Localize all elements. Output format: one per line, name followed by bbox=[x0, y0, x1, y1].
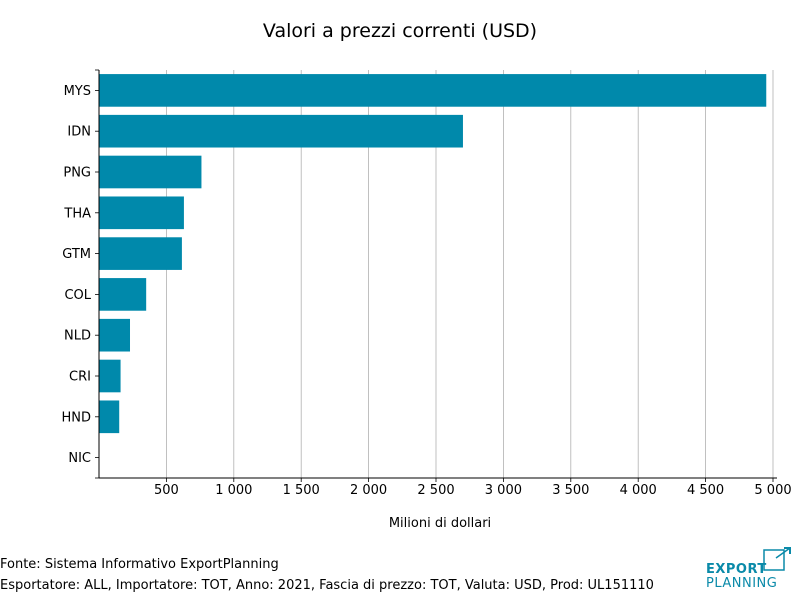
footer-source: Fonte: Sistema Informativo ExportPlannin… bbox=[0, 557, 279, 572]
x-axis-label: Milioni di dollari bbox=[388, 516, 492, 531]
x-tick-label: 2 500 bbox=[417, 483, 454, 498]
chart-title: Valori a prezzi correnti (USD) bbox=[262, 20, 538, 42]
y-tick-label: PNG bbox=[63, 166, 91, 181]
x-tick-label: 4 000 bbox=[620, 483, 657, 498]
x-tick-label: 4 500 bbox=[687, 483, 724, 498]
bar-idn bbox=[99, 114, 463, 148]
y-tick-label: GTM bbox=[62, 247, 91, 262]
y-tick-label: IDN bbox=[67, 125, 91, 140]
bars bbox=[99, 74, 767, 434]
footer-details: Esportatore: ALL, Importatore: TOT, Anno… bbox=[0, 578, 654, 593]
bar-gtm bbox=[99, 237, 182, 270]
x-tick-label: 3 000 bbox=[485, 483, 522, 498]
x-tick-label: 1 500 bbox=[283, 483, 320, 498]
y-tick-label: HND bbox=[61, 410, 91, 425]
exportplanning-logo: EXPORT PLANNING bbox=[704, 544, 796, 594]
logo-text-export: EXPORT bbox=[706, 562, 767, 577]
x-tick-label: 500 bbox=[154, 483, 179, 498]
bar-mys bbox=[99, 74, 767, 107]
x-tick-label: 2 000 bbox=[350, 483, 387, 498]
y-tick-label: NLD bbox=[64, 329, 91, 344]
bar-tha bbox=[99, 196, 184, 230]
y-tick-label: THA bbox=[63, 206, 91, 221]
logo-mark-icon bbox=[763, 547, 791, 571]
bar-hnd bbox=[99, 400, 120, 434]
x-tick-label: 5 000 bbox=[754, 483, 791, 498]
bar-png bbox=[99, 155, 202, 189]
y-tick-label: CRI bbox=[69, 370, 91, 385]
bar-nld bbox=[99, 318, 131, 352]
y-tick-label: MYS bbox=[64, 84, 91, 99]
grid-lines bbox=[165, 70, 774, 478]
axes: 500 1 000 1 500 2 000 2 500 3 000 3 500 4 000 4 … bbox=[61, 69, 792, 498]
bar-col bbox=[99, 278, 147, 311]
y-tick-label: NIC bbox=[68, 451, 91, 466]
logo-text-planning: PLANNING bbox=[706, 576, 778, 591]
bar-cri bbox=[99, 359, 121, 393]
x-tick-label: 1 000 bbox=[215, 483, 252, 498]
y-tick-label: COL bbox=[64, 288, 91, 303]
x-tick-label: 3 500 bbox=[552, 483, 589, 498]
